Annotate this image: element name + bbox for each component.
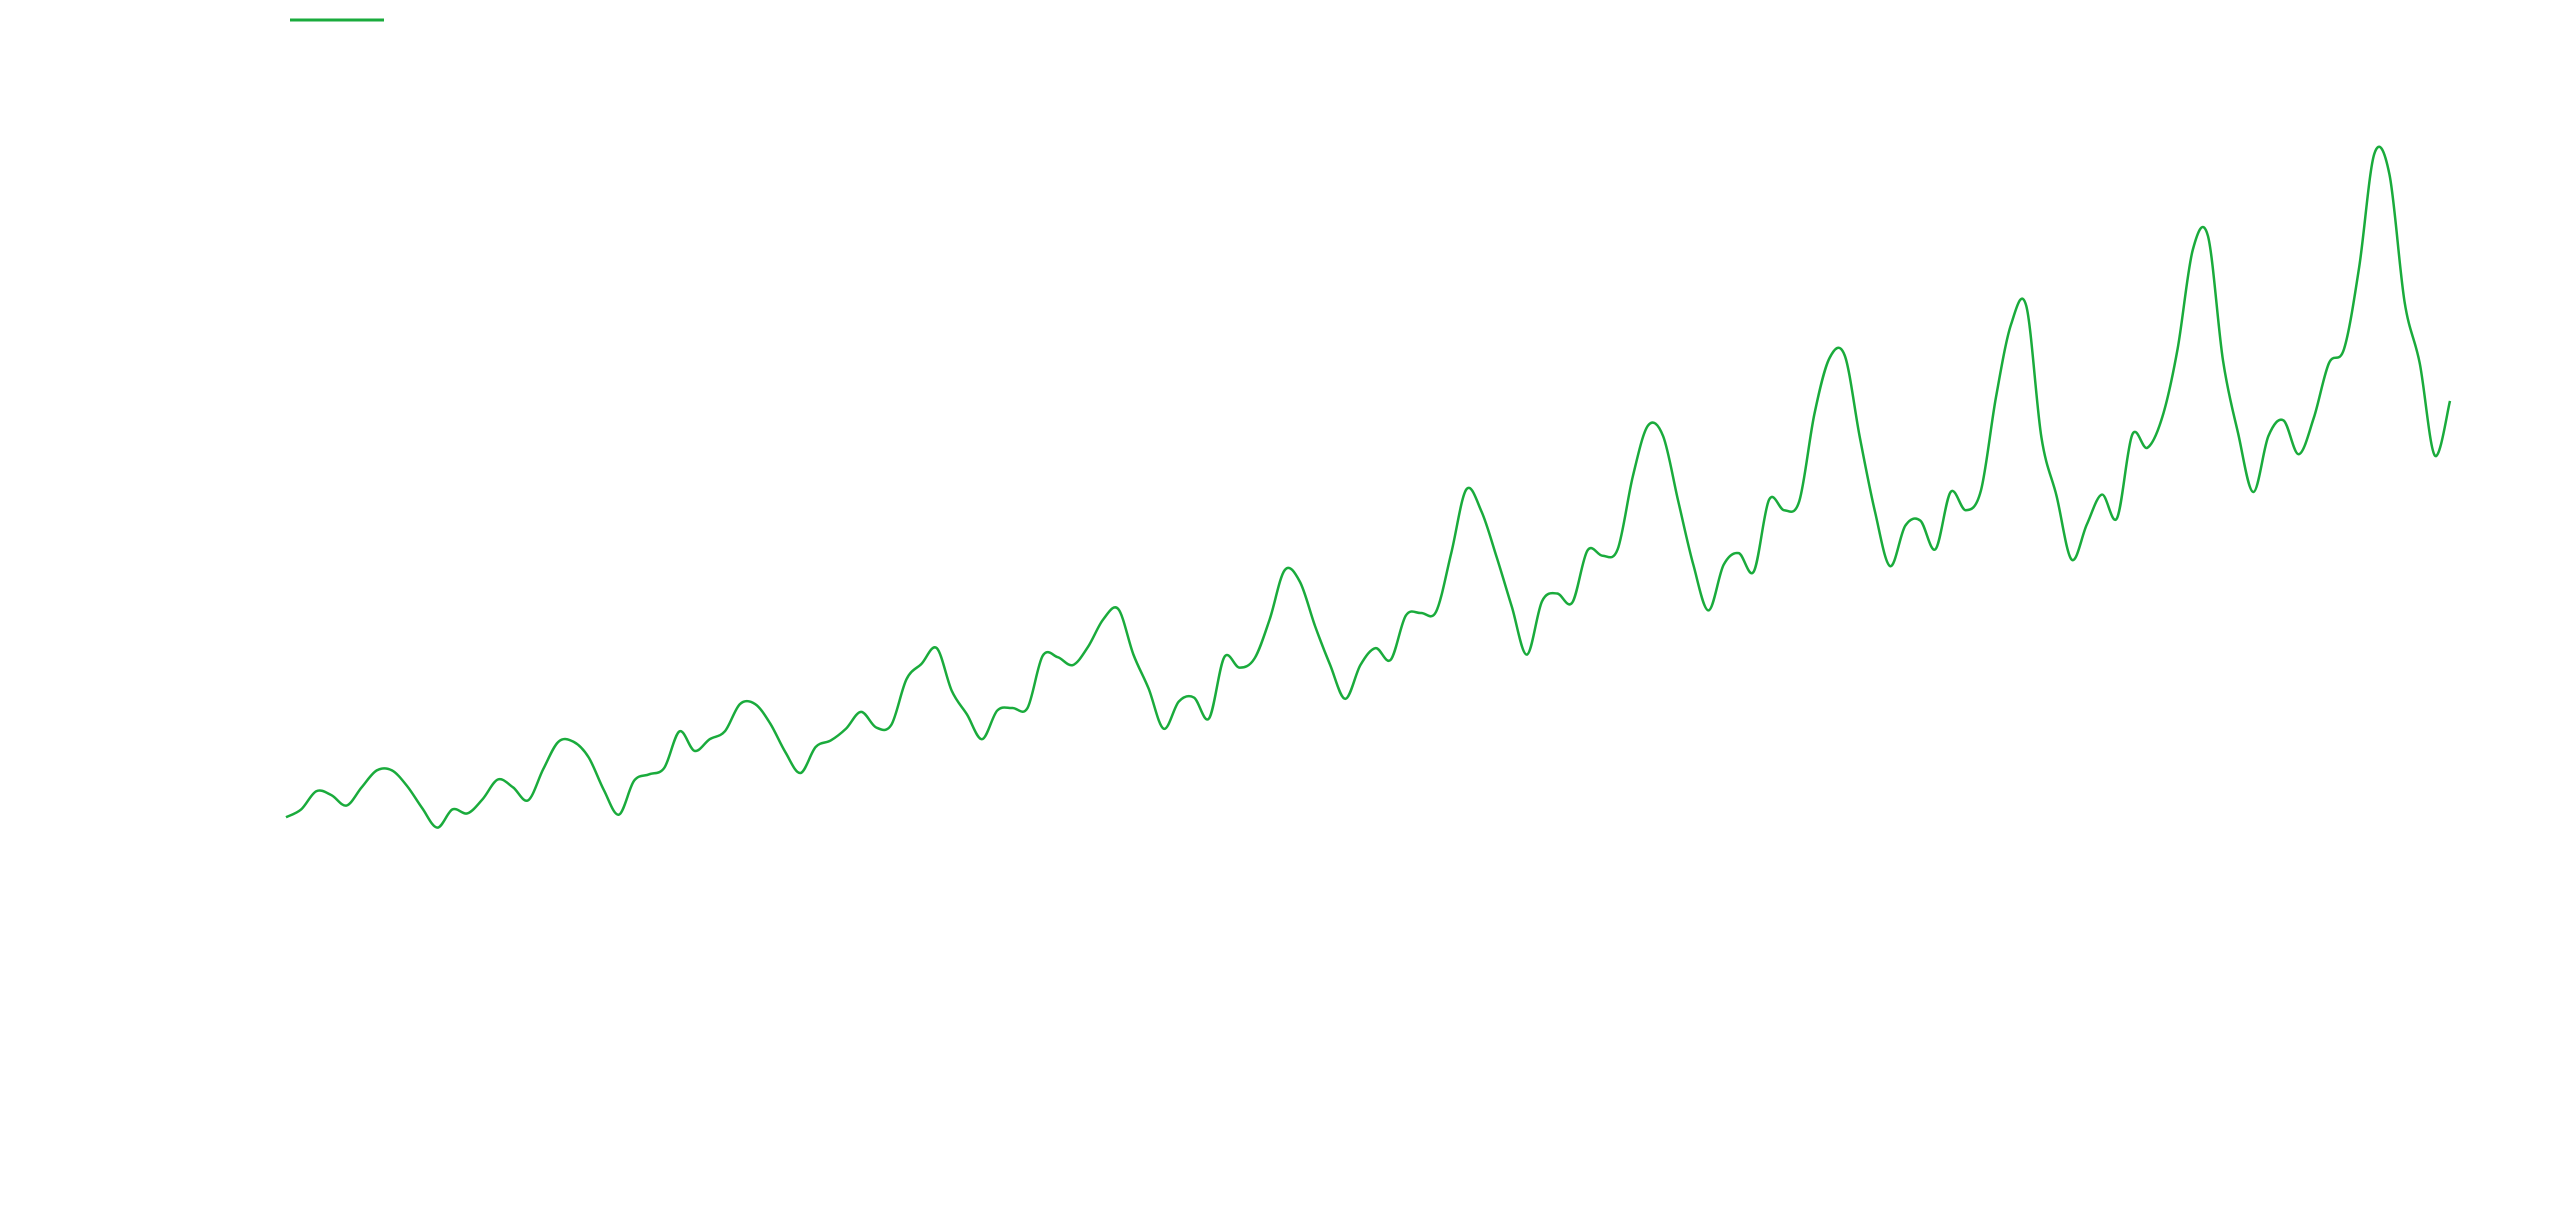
series-line-1 [285, 145, 2452, 829]
series-group [285, 145, 2452, 829]
